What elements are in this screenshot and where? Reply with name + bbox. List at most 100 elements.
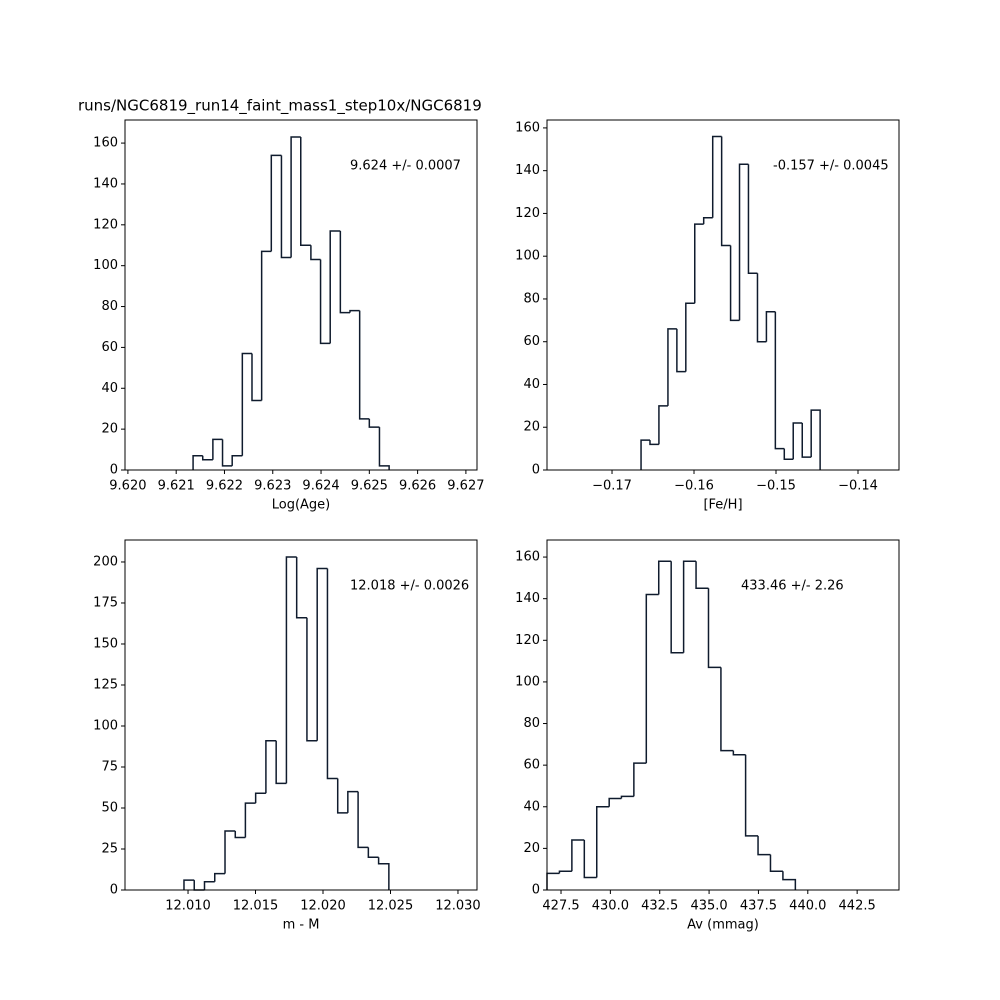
y-tick-label: 20 bbox=[101, 422, 118, 437]
y-tick-label: 60 bbox=[523, 334, 540, 349]
y-tick-label: 60 bbox=[523, 758, 540, 773]
histogram-bin bbox=[260, 250, 272, 401]
histogram-bin bbox=[349, 309, 360, 313]
y-tick-label: 0 bbox=[110, 463, 118, 478]
histogram-bin bbox=[810, 409, 821, 470]
histogram-bin bbox=[251, 353, 262, 402]
histogram-bin bbox=[695, 561, 709, 590]
annotation: -0.157 +/- 0.0045 bbox=[773, 159, 889, 174]
y-tick-label: 25 bbox=[101, 841, 118, 856]
histogram-bin bbox=[285, 556, 297, 784]
y-tick-label: 60 bbox=[101, 340, 118, 355]
x-tick-label: 427.5 bbox=[542, 899, 579, 914]
x-tick-label: 9.625 bbox=[351, 479, 388, 494]
histogram-bin bbox=[326, 568, 338, 780]
x-axis-label: [Fe/H] bbox=[703, 498, 742, 513]
histogram-bin bbox=[378, 427, 390, 470]
histogram-bin bbox=[645, 593, 659, 764]
y-tick-label: 20 bbox=[523, 841, 540, 856]
histogram-bin bbox=[212, 438, 223, 460]
histogram-bin bbox=[583, 840, 597, 879]
histogram-bin bbox=[234, 830, 246, 839]
histogram-bin bbox=[254, 792, 266, 804]
histogram-bin bbox=[231, 454, 243, 466]
histogram-bin bbox=[774, 311, 785, 450]
y-tick-label: 140 bbox=[515, 591, 540, 606]
histogram-bin bbox=[782, 871, 797, 890]
histogram-bin bbox=[685, 302, 695, 372]
histogram-bin bbox=[192, 454, 203, 470]
histogram-bin bbox=[357, 791, 369, 849]
histogram-bin bbox=[792, 422, 803, 460]
histogram-bin bbox=[270, 154, 282, 252]
histogram-bin bbox=[747, 164, 758, 275]
histogram-bin bbox=[657, 560, 672, 595]
histogram-bin bbox=[571, 839, 585, 872]
y-tick-label: 140 bbox=[93, 176, 118, 191]
histogram-bin bbox=[290, 136, 301, 258]
histogram-bin bbox=[280, 155, 292, 259]
histogram-bin bbox=[756, 273, 767, 343]
x-tick-label: 437.5 bbox=[740, 899, 777, 914]
histogram-bin bbox=[596, 806, 610, 878]
axes-frame bbox=[546, 119, 900, 471]
x-tick-label: −0.16 bbox=[674, 479, 714, 494]
histogram-bin bbox=[620, 795, 634, 799]
y-tick-label: 100 bbox=[515, 249, 540, 264]
histogram-bin bbox=[244, 802, 256, 838]
x-tick-label: 9.627 bbox=[447, 479, 484, 494]
x-tick-label: 9.621 bbox=[158, 479, 195, 494]
y-tick-label: 125 bbox=[93, 677, 118, 692]
x-tick-label: 12.025 bbox=[368, 899, 414, 914]
histogram-bin bbox=[214, 872, 226, 882]
y-tick-label: 160 bbox=[515, 550, 540, 565]
histogram-bin bbox=[765, 311, 776, 342]
histogram-bin bbox=[682, 560, 697, 653]
x-tick-label: −0.17 bbox=[592, 479, 632, 494]
histogram-bin bbox=[711, 135, 722, 218]
histogram-bin bbox=[546, 872, 560, 890]
histogram-bin bbox=[744, 754, 759, 837]
x-tick-label: 9.620 bbox=[109, 479, 146, 494]
histogram-bin bbox=[720, 667, 734, 752]
y-tick-label: 80 bbox=[101, 299, 118, 314]
histogram-bin bbox=[275, 740, 287, 785]
figure-title: runs/NGC6819_run14_faint_mass1_step10x/N… bbox=[78, 97, 482, 116]
histogram-bin bbox=[801, 422, 812, 458]
axes-frame bbox=[546, 539, 900, 891]
x-tick-label: 432.5 bbox=[641, 899, 678, 914]
histogram-bin bbox=[368, 418, 380, 428]
x-tick-label: 12.030 bbox=[435, 899, 481, 914]
histogram-bin bbox=[558, 870, 572, 874]
histogram-bin bbox=[310, 245, 321, 261]
histogram-bin bbox=[300, 136, 311, 246]
y-tick-label: 200 bbox=[93, 554, 118, 569]
histogram-bin bbox=[201, 455, 213, 461]
x-tick-label: 9.626 bbox=[399, 479, 436, 494]
y-tick-label: 40 bbox=[523, 799, 540, 814]
x-tick-label: 9.623 bbox=[254, 479, 291, 494]
histogram-bin bbox=[367, 847, 379, 858]
histogram-bin bbox=[377, 857, 390, 890]
histogram-bin bbox=[183, 879, 195, 890]
y-tick-label: 160 bbox=[93, 136, 118, 151]
x-tick-label: −0.14 bbox=[838, 479, 878, 494]
x-tick-label: 12.015 bbox=[233, 899, 279, 914]
histogram-bin bbox=[336, 778, 348, 814]
y-tick-label: 120 bbox=[93, 217, 118, 232]
x-tick-label: 12.020 bbox=[300, 899, 346, 914]
y-tick-label: 160 bbox=[515, 120, 540, 135]
annotation: 12.018 +/- 0.0026 bbox=[350, 579, 469, 594]
axes-frame bbox=[124, 119, 478, 471]
y-tick-label: 75 bbox=[101, 759, 118, 774]
x-tick-label: −0.15 bbox=[756, 479, 796, 494]
histogram-bin bbox=[339, 230, 351, 314]
histogram-bin bbox=[694, 223, 704, 304]
histogram-bin bbox=[658, 405, 668, 445]
x-tick-label: 9.622 bbox=[206, 479, 243, 494]
histogram-bin bbox=[203, 881, 215, 890]
histogram-bin bbox=[670, 561, 684, 654]
x-axis-label: Log(Age) bbox=[272, 498, 331, 513]
histogram-bin bbox=[221, 439, 233, 467]
y-tick-label: 20 bbox=[523, 420, 540, 435]
